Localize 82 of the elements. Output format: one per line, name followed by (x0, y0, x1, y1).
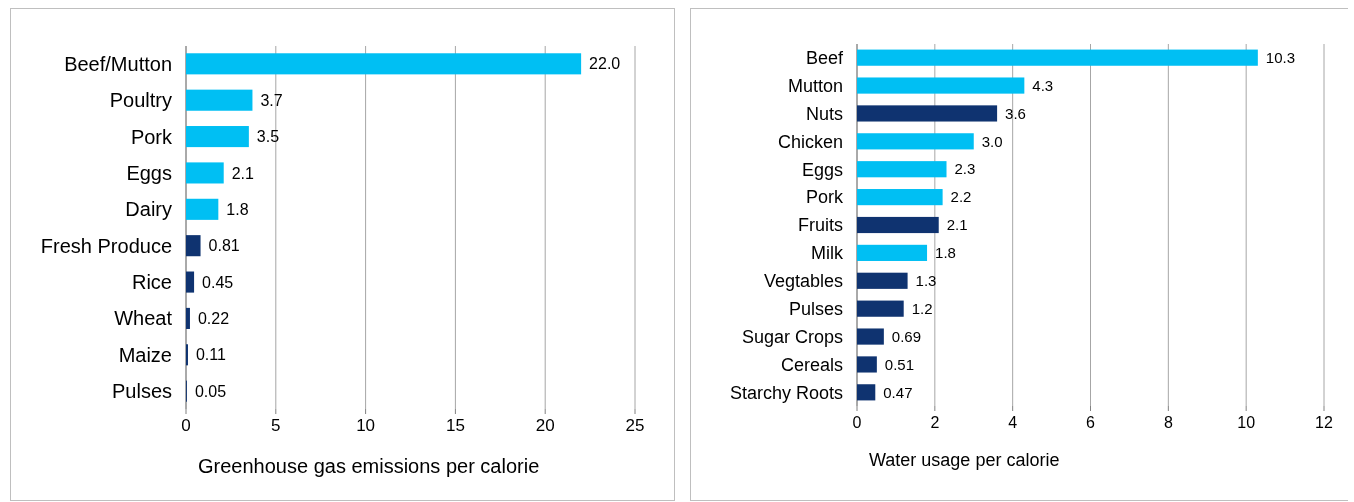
bar (186, 126, 249, 148)
bar (186, 271, 195, 293)
data-label: 3.7 (260, 91, 283, 109)
bar (857, 384, 876, 401)
bar (186, 162, 224, 184)
bar (857, 216, 939, 234)
bar (186, 53, 582, 75)
data-label: 0.81 (208, 237, 240, 255)
y-tick-label: Sugar Crops (741, 326, 843, 347)
data-label: 1.3 (915, 272, 937, 290)
x-tick-label: 20 (535, 416, 555, 435)
y-tick-label: Eggs (126, 161, 172, 184)
data-label: 2.3 (954, 160, 976, 178)
data-label: 22.0 (589, 55, 621, 73)
data-label: 3.5 (256, 128, 280, 146)
bar (186, 307, 190, 329)
x-tick-label: 8 (1163, 414, 1173, 431)
x-tick-label: 10 (356, 416, 376, 435)
y-tick-label: Fresh Produce (40, 234, 172, 257)
bar (857, 244, 928, 261)
y-tick-label: Pulses (111, 380, 172, 403)
x-tick-label: 10 (1237, 414, 1256, 431)
y-tick-label: Fruits (798, 215, 843, 236)
data-label: 0.51 (884, 355, 915, 373)
data-label: 2.2 (950, 188, 972, 206)
x-tick-label: 5 (271, 416, 281, 435)
x-tick-label: 0 (852, 414, 862, 431)
x-tick-label: 4 (1008, 414, 1018, 431)
y-tick-label: Eggs (801, 159, 843, 180)
bar (857, 300, 904, 317)
x-tick-label: 0 (181, 416, 191, 435)
data-label: 0.45 (202, 273, 234, 291)
bar (857, 161, 947, 178)
bar (857, 105, 998, 122)
x-axis-title: Water usage per calorie (869, 450, 1060, 470)
data-label: 0.11 (195, 346, 227, 364)
y-tick-label: Beef (805, 47, 844, 68)
y-tick-label: Vegtables (763, 271, 843, 292)
bar (186, 89, 253, 111)
data-label: 2.1 (231, 164, 255, 182)
y-tick-label: Cereals (780, 354, 843, 375)
data-label: 0.47 (883, 383, 913, 401)
bar (857, 356, 877, 373)
y-tick-label: Chicken (777, 131, 843, 152)
bar (857, 77, 1025, 94)
y-tick-label: Wheat (114, 307, 173, 330)
bar (857, 272, 908, 289)
x-tick-label: 25 (625, 416, 645, 435)
y-tick-label: Starchy Roots (729, 382, 843, 403)
data-label: 10.3 (1265, 48, 1296, 66)
x-tick-label: 15 (445, 416, 465, 435)
y-tick-label: Poultry (109, 89, 172, 112)
y-tick-label: Dairy (125, 198, 172, 221)
bar (857, 189, 943, 206)
y-tick-label: Nuts (805, 103, 843, 124)
y-tick-label: Maize (118, 343, 172, 366)
y-tick-label: Beef/Mutton (64, 52, 172, 75)
data-label: 0.05 (194, 382, 227, 400)
data-label: 4.3 (1032, 76, 1054, 94)
x-tick-label: 6 (1086, 414, 1096, 431)
data-label: 2.1 (946, 216, 968, 234)
data-label: 1.8 (935, 244, 956, 262)
y-tick-label: Pulses (788, 298, 843, 319)
x-axis-title: Greenhouse gas emissions per calorie (198, 455, 540, 477)
data-label: 1.2 (911, 299, 933, 317)
data-label: 0.69 (891, 327, 922, 345)
bar (857, 133, 974, 150)
y-tick-label: Mutton (787, 75, 843, 96)
y-tick-label: Pork (805, 187, 844, 208)
x-tick-label: 12 (1315, 414, 1333, 431)
data-label: 3.0 (981, 132, 1003, 150)
data-label: 3.6 (1005, 104, 1026, 122)
bar (186, 235, 201, 257)
y-tick-label: Milk (811, 243, 844, 264)
data-label: 1.8 (226, 200, 249, 218)
bar (857, 328, 884, 345)
x-tick-label: 2 (930, 414, 940, 431)
y-tick-label: Pork (130, 125, 173, 148)
bar (186, 198, 219, 220)
data-label: 0.22 (197, 310, 230, 328)
bar (857, 49, 1258, 66)
y-tick-label: Rice (131, 271, 172, 294)
